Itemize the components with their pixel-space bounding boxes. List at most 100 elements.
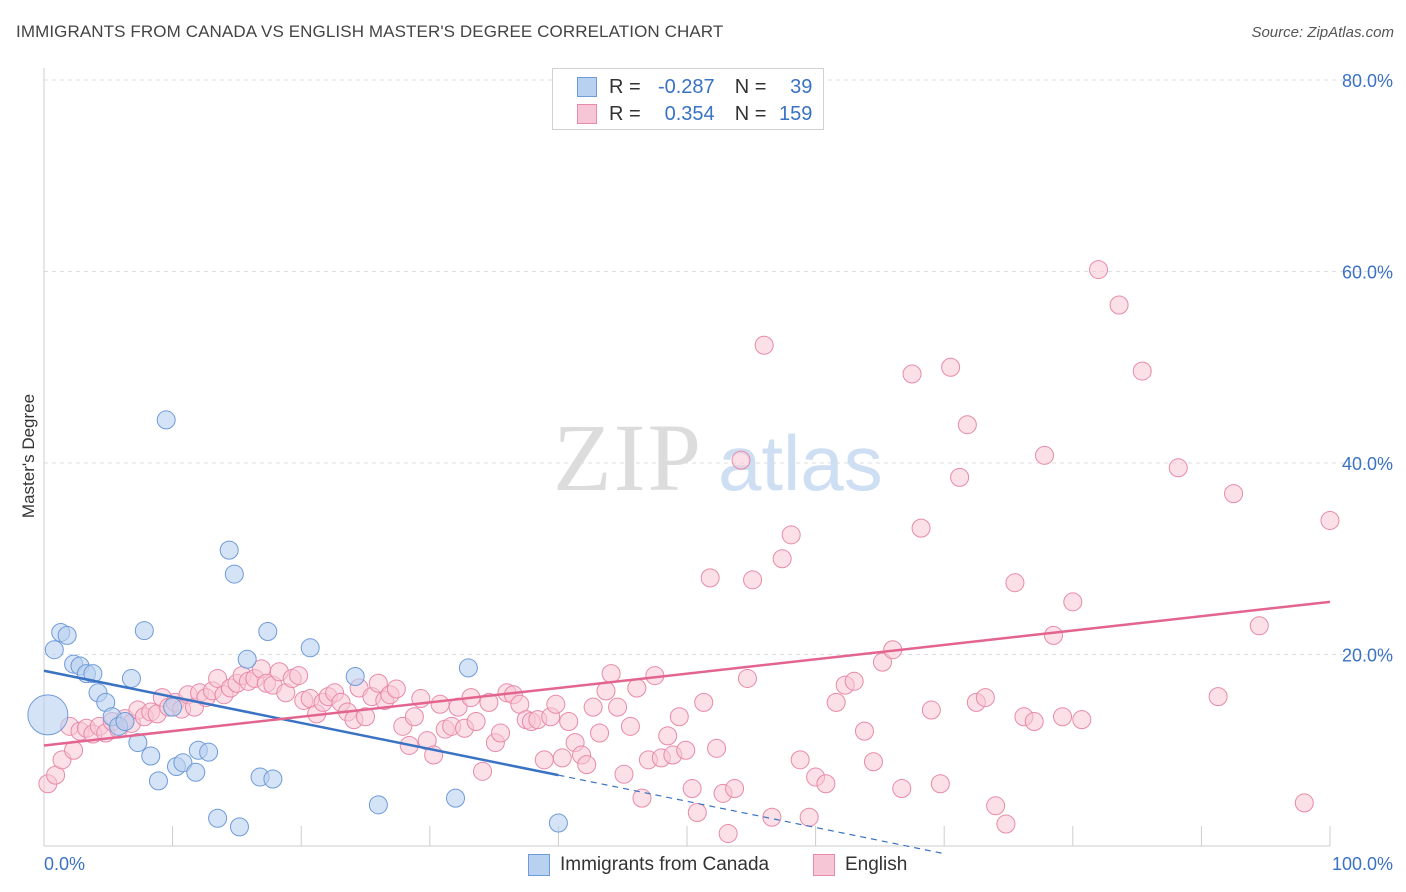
canada-point-large [27,694,69,736]
english-point [1072,710,1092,730]
english-point [1044,625,1064,645]
english-point [676,740,696,760]
english-point [863,752,883,772]
legend-n-value: 159 [779,102,813,125]
english-point [707,738,727,758]
english-point [718,824,738,844]
canada-point [128,733,148,753]
canada-point [199,742,219,762]
english-point [762,807,782,827]
english-point [892,779,912,799]
y-tick-label: 80.0% [1342,71,1393,91]
english-point [986,796,1006,816]
watermark: ZIP atlas [553,404,883,511]
english-point [552,748,572,768]
english-point [559,712,579,732]
canada-point [121,668,141,688]
english-point [590,723,610,743]
english-point [632,788,652,808]
english-point [1035,445,1055,465]
canada-point [458,658,478,678]
legend-n-value: 39 [790,75,813,98]
english-point [1089,260,1109,280]
canada-point [44,640,64,660]
canada-point [258,622,278,642]
english-point [930,774,950,794]
canada-point [134,621,154,641]
y-tick-label: 60.0% [1342,263,1393,283]
bottom-legend-swatch-canada [528,854,550,876]
canada-points [27,410,568,837]
english-point [583,697,603,717]
canada-point [368,795,388,815]
english-point [473,761,493,781]
english-point [1109,295,1129,315]
english-point [658,726,678,746]
canada-point [208,808,228,828]
english-point [368,673,388,693]
english-point [1208,687,1228,707]
english-point [731,450,751,470]
english-point [404,707,424,727]
english-point [754,335,774,355]
canada-trend-line [43,669,559,777]
canada-point [345,667,365,687]
english-point [1168,458,1188,478]
english-point [1320,510,1340,530]
english-point [911,518,931,538]
english-point [1294,793,1314,813]
canada-point [548,813,568,833]
english-point [669,707,689,727]
canada-point [224,564,244,584]
english-point [620,716,640,736]
english-point [1053,707,1073,727]
grid-layer [44,79,1392,655]
bottom-legend-label-canada: Immigrants from Canada [560,854,770,875]
english-points [38,260,1340,844]
english-point [921,700,941,720]
canada-point [263,769,283,789]
english-point [872,652,892,672]
english-point [614,764,634,784]
canada-trend-extension [558,774,945,855]
english-point [772,549,792,569]
canada-point [57,625,77,645]
english-point [790,750,810,770]
legend-r-label: R = [609,102,641,125]
canada-point [156,410,176,430]
bottom-legend-label-english: English [845,854,908,875]
bottom-legend-swatch-english [813,854,835,876]
x-tick-label: 100.0% [1332,854,1393,874]
english-point [466,712,486,732]
english-point [289,666,309,686]
english-point [737,668,757,688]
english-point [902,364,922,384]
english-point [1224,484,1244,504]
english-point [1132,361,1152,381]
canada-point [148,771,168,791]
canada-point [237,649,257,669]
y-tick-label: 20.0% [1342,646,1393,666]
english-point [694,692,714,712]
x-tick-label: 0.0% [44,854,85,874]
chart-title: IMMIGRANTS FROM CANADA VS ENGLISH MASTER… [16,22,724,41]
english-point [1063,592,1083,612]
canada-point [446,788,466,808]
english-point [356,707,375,727]
english-trend-line [43,600,1331,747]
canada-point [115,712,135,732]
stats-legend: R = -0.287 N = 39 R = 0.354 N = 159 [552,68,824,130]
english-point [816,774,836,794]
bottom-legend-canada: Immigrants from Canada [528,852,769,878]
english-point [844,671,864,691]
english-point [430,694,450,714]
legend-swatch-english [577,104,597,124]
english-point [208,668,228,688]
english-point [826,692,846,712]
canada-point [173,753,193,773]
canada-point [219,540,239,560]
source-label: Source: ZipAtlas.com [1251,24,1394,41]
english-point [608,697,628,717]
english-point [996,814,1016,834]
